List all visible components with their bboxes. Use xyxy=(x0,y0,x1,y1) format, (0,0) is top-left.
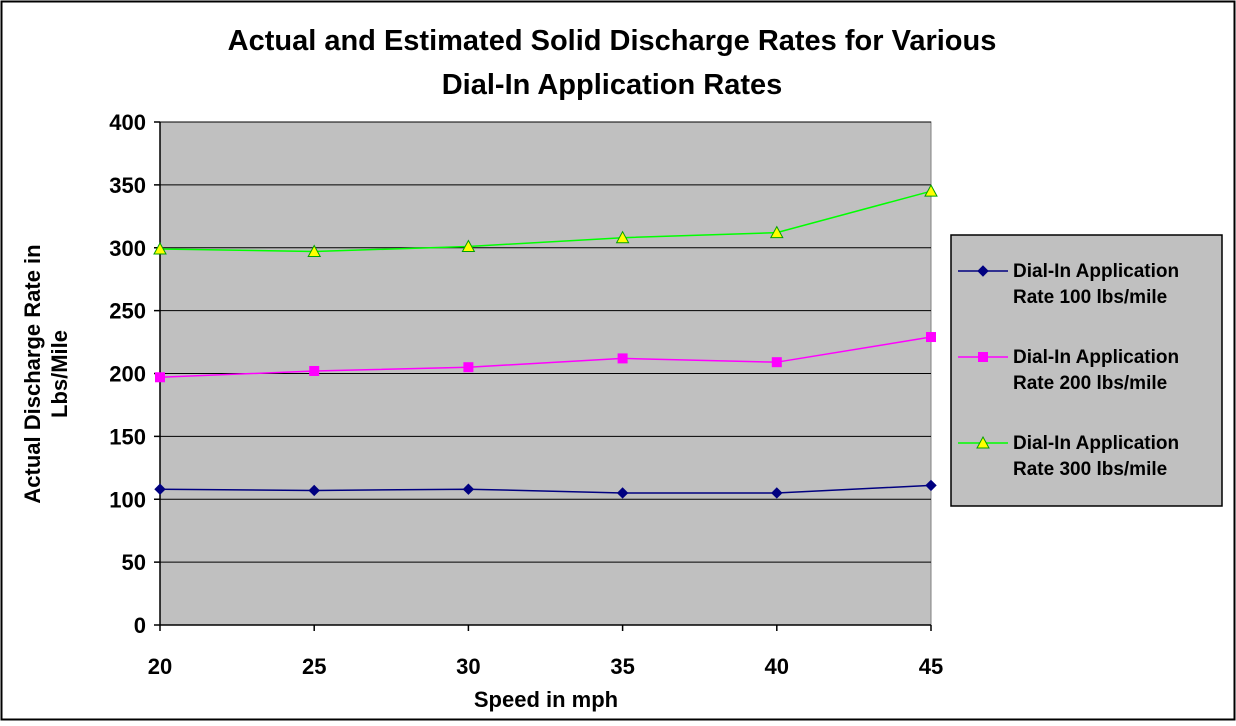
legend-label-line-2: Rate 100 lbs/mile xyxy=(1013,287,1167,308)
legend-label-line-2: Rate 200 lbs/mile xyxy=(1013,373,1167,394)
y-tick-label: 200 xyxy=(109,362,146,387)
y-tick-label: 100 xyxy=(109,487,146,512)
data-point-marker xyxy=(925,479,937,492)
data-point-marker xyxy=(153,241,167,255)
y-tick-label: 250 xyxy=(109,299,146,324)
y-axis-label-line-2: Lbs/Mile xyxy=(47,330,72,418)
y-tick-label: 50 xyxy=(122,550,146,575)
data-point-marker xyxy=(308,484,320,497)
x-axis-label: Speed in mph xyxy=(474,687,618,712)
data-point-marker xyxy=(926,332,936,343)
x-tick-label: 30 xyxy=(456,654,480,679)
x-tick-label: 40 xyxy=(765,654,789,679)
series-3 xyxy=(153,184,938,258)
legend-marker xyxy=(977,265,989,277)
y-axis-ticks: 0 50 100 150 200 250 300 350 400 xyxy=(109,110,160,638)
y-tick-label: 350 xyxy=(109,173,146,198)
legend-item-2: Dial-In Application Rate 200 lbs/mile xyxy=(958,347,1179,394)
data-point-marker xyxy=(154,483,166,495)
y-axis-label-line-1: Actual Discharge Rate in xyxy=(20,244,45,503)
legend-box xyxy=(950,234,1223,507)
data-point-marker xyxy=(769,225,784,239)
legend-label-line-1: Dial-In Application xyxy=(1013,433,1179,454)
legend-item-3: Dial-In Application Rate 300 lbs/mile xyxy=(958,433,1179,480)
data-point-marker xyxy=(771,487,783,499)
data-point-marker xyxy=(307,244,322,258)
legend-label-line-1: Dial-In Application xyxy=(1013,261,1179,282)
data-point-marker xyxy=(461,239,476,252)
y-tick-label: 400 xyxy=(109,110,146,135)
x-axis-ticks: 20 25 30 35 40 45 xyxy=(148,625,943,679)
series-2 xyxy=(155,332,936,383)
series-line xyxy=(159,190,932,253)
data-point-marker xyxy=(924,184,938,197)
data-point-marker xyxy=(617,353,628,364)
series-line xyxy=(159,484,932,494)
series-layer xyxy=(153,184,938,499)
y-tick-label: 300 xyxy=(109,236,146,261)
series-1 xyxy=(154,479,937,499)
y-tick-label: 0 xyxy=(134,613,146,638)
data-point-marker xyxy=(462,483,475,495)
data-point-marker xyxy=(771,357,782,368)
gridlines xyxy=(160,121,931,563)
data-point-marker xyxy=(615,230,630,244)
data-point-marker xyxy=(616,487,629,499)
x-tick-label: 45 xyxy=(919,654,943,679)
chart-title-line-2: Dial-In Application Rates xyxy=(442,69,783,101)
y-axis-label: Actual Discharge Rate in Lbs/Mile xyxy=(20,244,72,503)
x-tick-label: 25 xyxy=(302,654,326,679)
x-tick-label: 35 xyxy=(610,654,634,679)
legend-label-line-2: Rate 300 lbs/mile xyxy=(1013,459,1167,480)
data-point-marker xyxy=(155,372,165,383)
legend-label-line-1: Dial-In Application xyxy=(1013,347,1179,368)
series-line xyxy=(159,336,932,379)
data-point-marker xyxy=(463,362,474,373)
data-point-marker xyxy=(309,365,320,376)
legend-marker xyxy=(978,352,988,362)
y-tick-label: 150 xyxy=(109,424,146,449)
legend-item-1: Dial-In Application Rate 100 lbs/mile xyxy=(958,261,1179,308)
x-tick-label: 20 xyxy=(148,654,172,679)
chart-title-line-1: Actual and Estimated Solid Discharge Rat… xyxy=(228,25,997,57)
legend-marker xyxy=(976,435,990,449)
